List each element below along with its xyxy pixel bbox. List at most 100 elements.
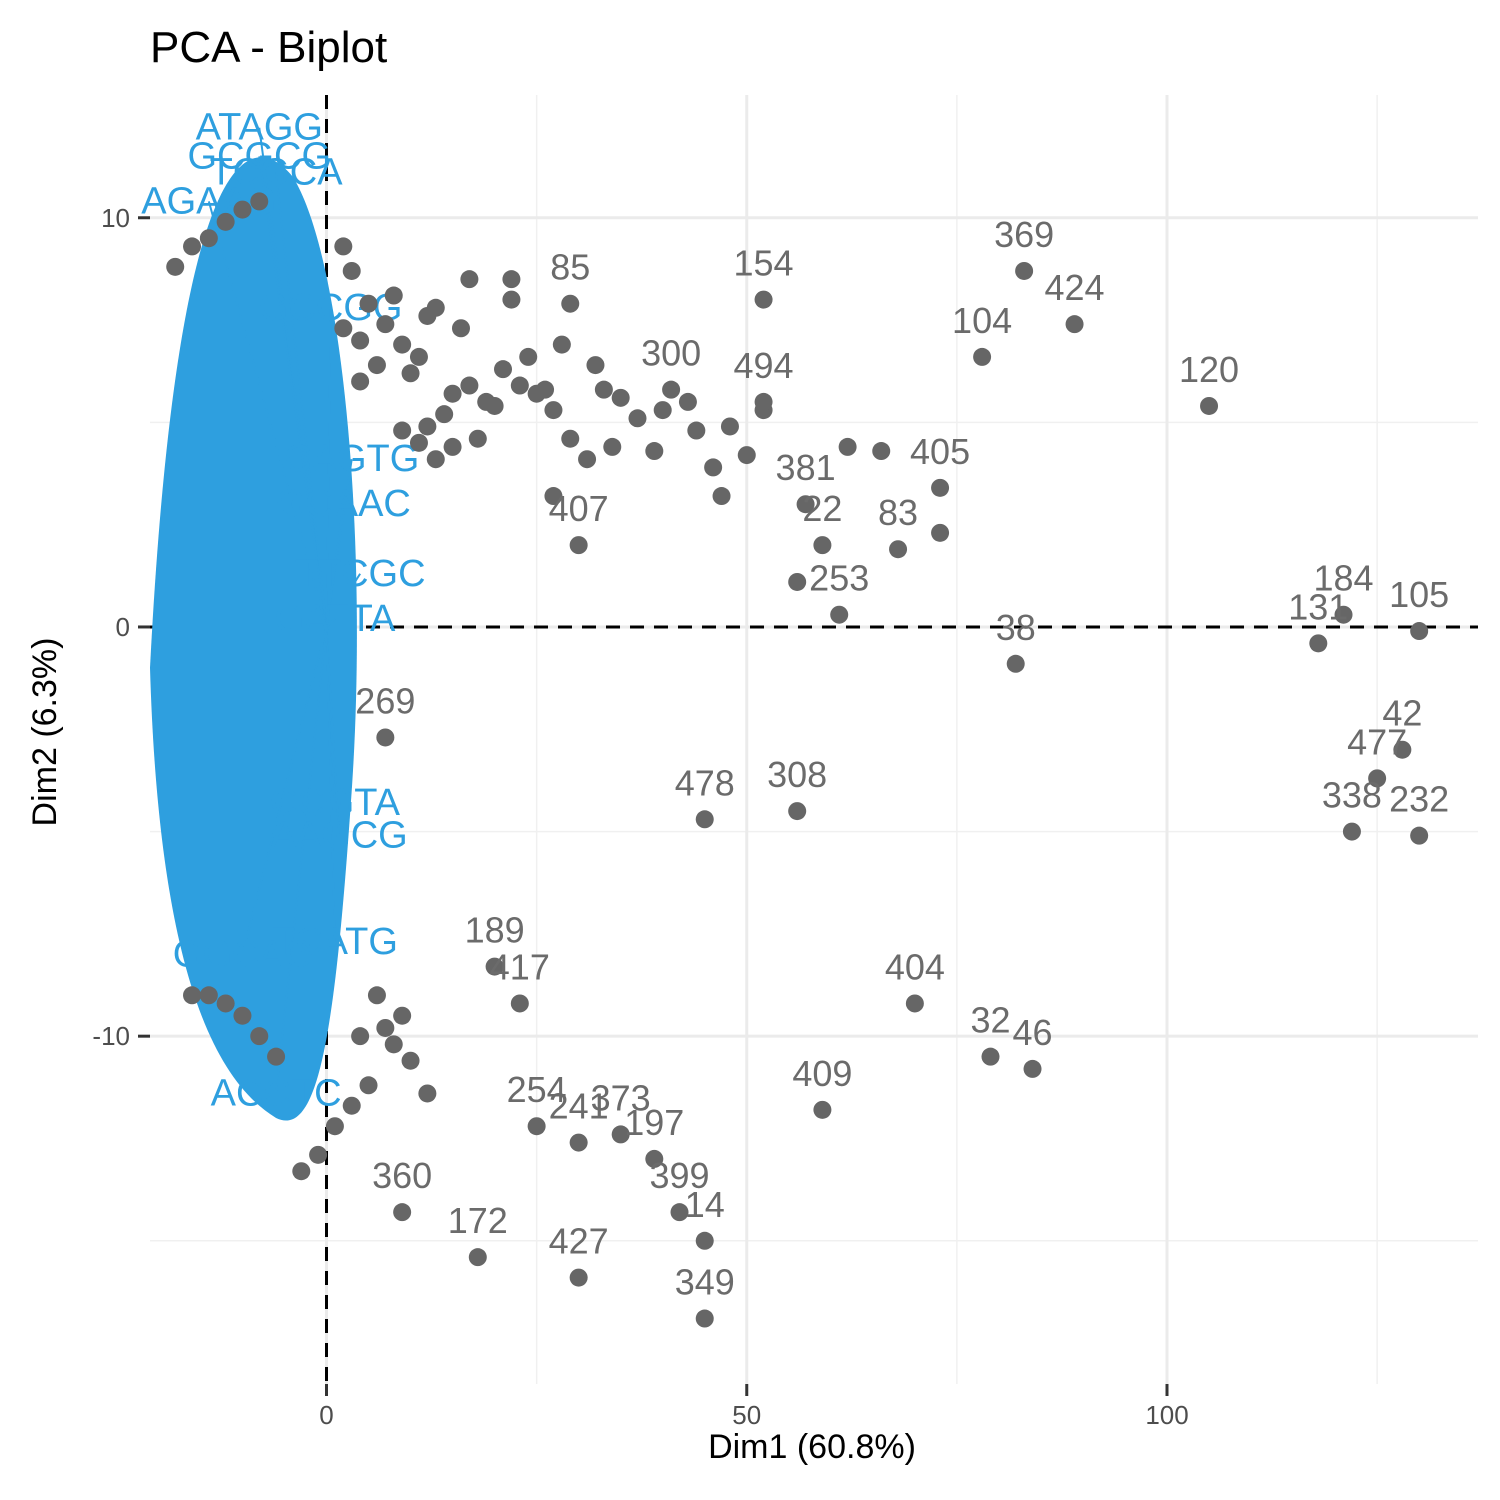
individual-point [931, 478, 950, 497]
individual-point [796, 495, 815, 514]
individual-point [418, 306, 437, 325]
individual-point-label: 241 [549, 1086, 609, 1127]
individual-point [872, 442, 891, 461]
individual-point-label: 46 [1013, 1012, 1053, 1053]
individual-point-label: 369 [994, 214, 1054, 255]
individual-point-label: 424 [1045, 267, 1105, 308]
individual-point [216, 212, 235, 231]
individual-point [393, 335, 412, 354]
individual-point [695, 1309, 714, 1328]
individual-point [393, 1203, 412, 1222]
variable-cloud [150, 157, 357, 1121]
individual-point [569, 1268, 588, 1287]
individual-point [737, 446, 756, 465]
variable-arrow [325, 573, 361, 628]
individual-point [468, 1248, 487, 1267]
x-axis-title: Dim1 (60.8%) [708, 1428, 916, 1466]
variable-arrow [325, 626, 341, 836]
variable-arrow [325, 626, 336, 943]
variable-layer: ATAGGGCGCGTCGCAAGAAGGCCGGCAGTGGCAACTTCGC… [141, 107, 426, 1121]
individual-point [544, 401, 563, 420]
individual-point [401, 364, 420, 383]
individual-point [645, 442, 664, 461]
individual-point-label: 131 [1288, 586, 1348, 627]
individual-point [830, 605, 849, 624]
x-tick-label: 100 [1145, 1400, 1188, 1430]
individual-point [973, 347, 992, 366]
individual-point-label: 105 [1389, 574, 1449, 615]
y-tick-label: 0 [116, 612, 130, 642]
individual-point [645, 1149, 664, 1168]
individual-point [451, 319, 470, 338]
individual-point-label: 38 [996, 607, 1036, 648]
individual-point [468, 429, 487, 448]
individual-point-label: 254 [507, 1069, 567, 1110]
individual-point [393, 421, 412, 440]
individual-point [695, 1231, 714, 1250]
variable-label: TTCGC [295, 553, 426, 595]
individual-point-label: 120 [1179, 349, 1239, 390]
individual-point [527, 1117, 546, 1136]
individual-point-label: 308 [767, 754, 827, 795]
variable-label: GGCAC [173, 933, 312, 975]
individual-point [359, 1076, 378, 1095]
individual-point [477, 392, 496, 411]
individual-point [250, 192, 269, 211]
individual-point [460, 270, 479, 289]
variable-label: ATAGG [196, 107, 323, 149]
individual-point [754, 290, 773, 309]
individual-point-label: 14 [685, 1184, 725, 1225]
individual-point [502, 270, 521, 289]
individual-point [754, 392, 773, 411]
individual-point [889, 540, 908, 559]
individual-point [376, 728, 395, 747]
individual-point [393, 1006, 412, 1025]
individual-point [519, 347, 538, 366]
individual-point [594, 380, 613, 399]
individual-point-label: 409 [792, 1053, 852, 1094]
individual-point-label: 349 [675, 1262, 735, 1303]
individual-point [376, 1018, 395, 1037]
individual-point [1023, 1059, 1042, 1078]
individual-point [578, 450, 597, 469]
individual-point-label: 404 [885, 946, 945, 987]
individual-point [384, 286, 403, 305]
individual-point [443, 384, 462, 403]
individual-point-label: 478 [675, 762, 735, 803]
individual-point [443, 437, 462, 456]
individual-point [1368, 769, 1387, 788]
individual-point [409, 433, 428, 452]
individual-point [611, 1125, 630, 1144]
variable-label: TCGCA [210, 152, 344, 194]
individual-point-label: 399 [649, 1155, 709, 1196]
individual-point-label: 184 [1313, 558, 1373, 599]
individual-point-label: 104 [952, 300, 1012, 341]
individual-point [653, 401, 672, 420]
individual-point [611, 388, 630, 407]
y-tick-label: -10 [92, 1021, 130, 1051]
individual-point [494, 360, 513, 379]
individual-point [678, 392, 697, 411]
individual-point [813, 1100, 832, 1119]
individual-point [233, 200, 252, 219]
individual-point [931, 523, 950, 542]
variable-label: CCGTA [270, 782, 401, 824]
individual-point-label: 405 [910, 431, 970, 472]
individual-point [292, 1162, 311, 1181]
individual-point [561, 429, 580, 448]
individual-point [1410, 826, 1429, 845]
individual-point [376, 315, 395, 334]
individual-point [418, 417, 437, 436]
variable-label: GATTA [274, 598, 396, 640]
individual-point [1200, 396, 1219, 415]
individual-point [460, 376, 479, 395]
individual-point [485, 957, 504, 976]
variable-label: CAGTG [284, 438, 419, 480]
individual-point-label: 417 [490, 946, 550, 987]
individual-point [838, 437, 857, 456]
individual-point [166, 257, 185, 276]
variable-arrow [275, 626, 328, 1094]
individual-point-label: 300 [641, 333, 701, 374]
